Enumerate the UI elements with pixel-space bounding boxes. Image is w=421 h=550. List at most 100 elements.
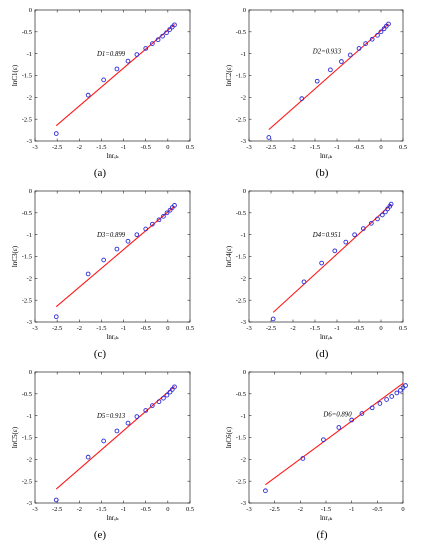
y-tick-label: -1.5: [22, 254, 32, 261]
x-axis-label: lnrₑₖ: [320, 152, 333, 160]
data-point: [150, 221, 155, 227]
fractal-dimension-label: D5=0.913: [96, 413, 126, 420]
data-point: [319, 260, 324, 266]
x-tick-label: -0.5: [141, 325, 151, 332]
data-point: [101, 257, 106, 263]
data-point: [266, 135, 272, 140]
x-tick-label: -3: [32, 144, 37, 151]
data-point: [134, 232, 140, 238]
y-tick-label: -1: [241, 232, 246, 239]
x-tick-label: 0.5: [399, 325, 407, 332]
y-tick-label: -0.5: [236, 210, 246, 217]
data-point: [155, 37, 161, 43]
data-point: [403, 383, 408, 388]
x-tick-label: 0: [166, 506, 169, 513]
plot-frame: [34, 9, 191, 142]
data-point: [377, 401, 383, 406]
panel-caption: (a): [94, 167, 107, 179]
y-tick-label: 0: [243, 369, 246, 376]
x-tick-label: -2.5: [52, 144, 62, 151]
y-tick-label: -2: [27, 95, 32, 102]
y-tick-label: -2.5: [236, 297, 246, 304]
x-tick-label: -1.5: [310, 325, 320, 332]
x-tick-label: -3: [32, 325, 37, 332]
y-tick-label: -3: [241, 500, 246, 507]
data-point: [114, 66, 120, 72]
plot-frame: [248, 371, 404, 504]
data-point: [125, 58, 131, 64]
y-tick-label: -0.5: [22, 391, 32, 398]
data-point: [398, 387, 403, 393]
data-point: [114, 428, 120, 434]
data-point: [125, 238, 131, 244]
data-point: [172, 22, 177, 28]
fractal-dimension-label: D3=0.899: [96, 232, 126, 239]
y-tick-label: -3: [241, 138, 246, 145]
x-tick-label: -1: [121, 506, 126, 513]
fractal-dimension-label: D2=0.933: [312, 49, 342, 56]
x-tick-label: -1: [121, 144, 126, 151]
chart-panel-b: -3 -2.5 -2 -1.5 -1 -0.5 0 0.5 0 -0.5 -1 -1.5 -2 -2.5 -…: [225, 7, 407, 179]
data-point: [125, 420, 131, 426]
data-point: [150, 41, 155, 46]
x-tick-label: -3: [246, 506, 251, 513]
y-tick-label: -2: [241, 457, 246, 464]
data-point: [300, 456, 306, 461]
fractal-dimension-label: D6=0.890: [322, 412, 352, 419]
data-point: [161, 395, 166, 401]
x-tick-label: -0.5: [354, 325, 364, 332]
data-point: [386, 21, 391, 27]
data-point: [384, 397, 389, 402]
data-point: [53, 497, 59, 503]
x-tick-label: -2: [77, 325, 82, 332]
data-point: [263, 488, 268, 494]
chart-panel-e: -3 -2.5 -2 -1.5 -1 -0.5 0 0.5 0 -0.5 -1 -1.5 -2 -2.5 -…: [11, 369, 194, 541]
data-point: [378, 29, 384, 35]
data-point: [172, 384, 177, 390]
data-point: [299, 96, 305, 101]
y-tick-label: -1: [27, 51, 32, 58]
x-axis-label: lnrₑₖ: [320, 333, 333, 341]
x-tick-label: -1: [334, 144, 339, 151]
fit-line: [268, 23, 389, 131]
x-tick-label: -1.5: [310, 144, 320, 151]
y-tick-label: -1.5: [236, 73, 246, 80]
data-point: [363, 41, 368, 46]
data-point: [143, 408, 149, 413]
y-tick-label: -2.5: [22, 116, 32, 123]
x-tick-label: -2.5: [52, 325, 62, 332]
plot-frame: [34, 371, 191, 504]
x-tick-label: 0.5: [186, 325, 194, 332]
x-tick-label: -1.5: [96, 325, 106, 332]
x-tick-label: -0.5: [372, 506, 382, 513]
y-tick-label: -1.5: [22, 435, 32, 442]
data-point: [114, 246, 120, 252]
data-point: [164, 210, 170, 216]
data-point: [375, 32, 380, 38]
data-point: [359, 411, 365, 416]
y-tick-label: 0: [243, 7, 246, 14]
data-point: [321, 437, 326, 443]
y-tick-label: -2.5: [22, 297, 32, 304]
data-point: [379, 212, 385, 218]
fit-line: [55, 23, 175, 127]
x-axis-label: lnrₑₖ: [106, 333, 119, 341]
data-point: [53, 131, 59, 136]
y-axis-label: lnC1(ε): [11, 64, 19, 86]
x-tick-label: -1.5: [96, 506, 106, 513]
y-axis-label: lnC3(ε): [11, 245, 19, 267]
y-tick-label: 0: [243, 188, 246, 195]
fit-line: [265, 382, 404, 486]
data-point: [161, 213, 166, 219]
x-tick-label: 0: [379, 325, 382, 332]
data-point: [134, 52, 140, 57]
x-tick-label: -2.5: [52, 506, 62, 513]
data-point: [361, 226, 366, 231]
y-tick-label: -3: [27, 319, 32, 326]
panel-caption: (e): [94, 529, 107, 541]
data-point: [150, 403, 155, 408]
panel-caption: (f): [317, 529, 328, 541]
y-tick-label: 0: [29, 188, 32, 195]
data-point: [156, 399, 162, 405]
